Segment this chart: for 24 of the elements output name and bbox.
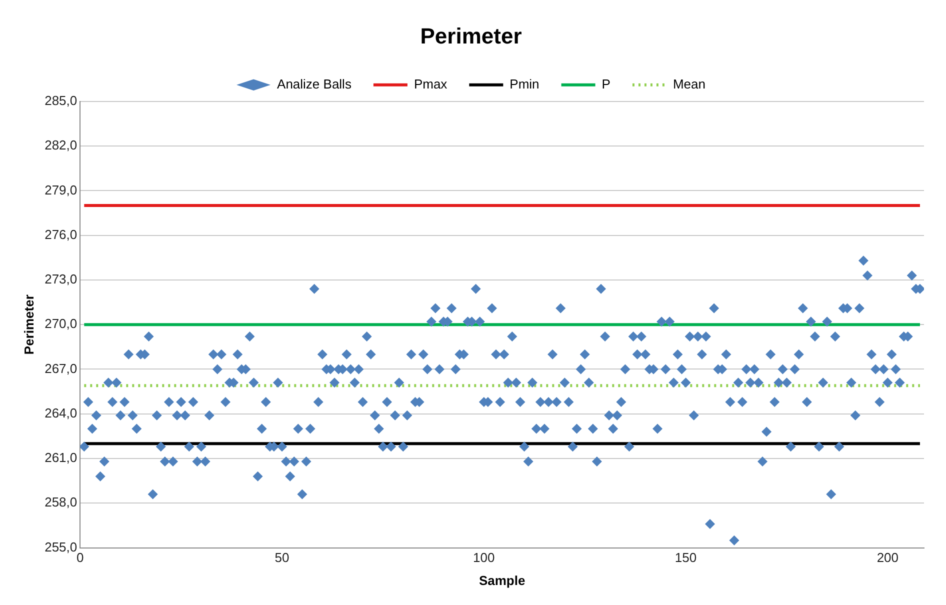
y-tick-label: 258,0 bbox=[44, 494, 78, 510]
y-tick-label: 267,0 bbox=[44, 360, 78, 376]
x-tick-label: 100 bbox=[473, 550, 495, 566]
x-axis-title: Sample bbox=[478, 572, 526, 588]
legend-label: P bbox=[602, 76, 610, 92]
y-tick-label: 255,0 bbox=[44, 539, 78, 554]
y-tick-label: 270,0 bbox=[44, 316, 78, 332]
x-tick-label: 150 bbox=[674, 550, 697, 566]
legend-label: Pmin bbox=[510, 76, 540, 92]
y-tick-label: 261,0 bbox=[44, 450, 78, 466]
chart-title: Perimeter bbox=[420, 23, 522, 48]
y-tick-label: 285,0 bbox=[44, 92, 78, 108]
x-tick-label: 50 bbox=[274, 550, 290, 566]
x-tick-label: 0 bbox=[76, 550, 84, 566]
y-tick-label: 282,0 bbox=[44, 138, 78, 153]
y-tick-label: 279,0 bbox=[44, 182, 78, 198]
y-tick-label: 273,0 bbox=[44, 272, 78, 287]
x-tick-label: 200 bbox=[876, 550, 899, 566]
y-tick-label: 276,0 bbox=[44, 226, 78, 242]
y-axis-title: Perimeter bbox=[21, 294, 36, 355]
legend-label: Mean bbox=[672, 76, 706, 92]
legend-label: Analize Balls bbox=[277, 76, 352, 92]
legend-label: Pmax bbox=[414, 76, 448, 92]
y-tick-label: 264,0 bbox=[44, 405, 78, 420]
